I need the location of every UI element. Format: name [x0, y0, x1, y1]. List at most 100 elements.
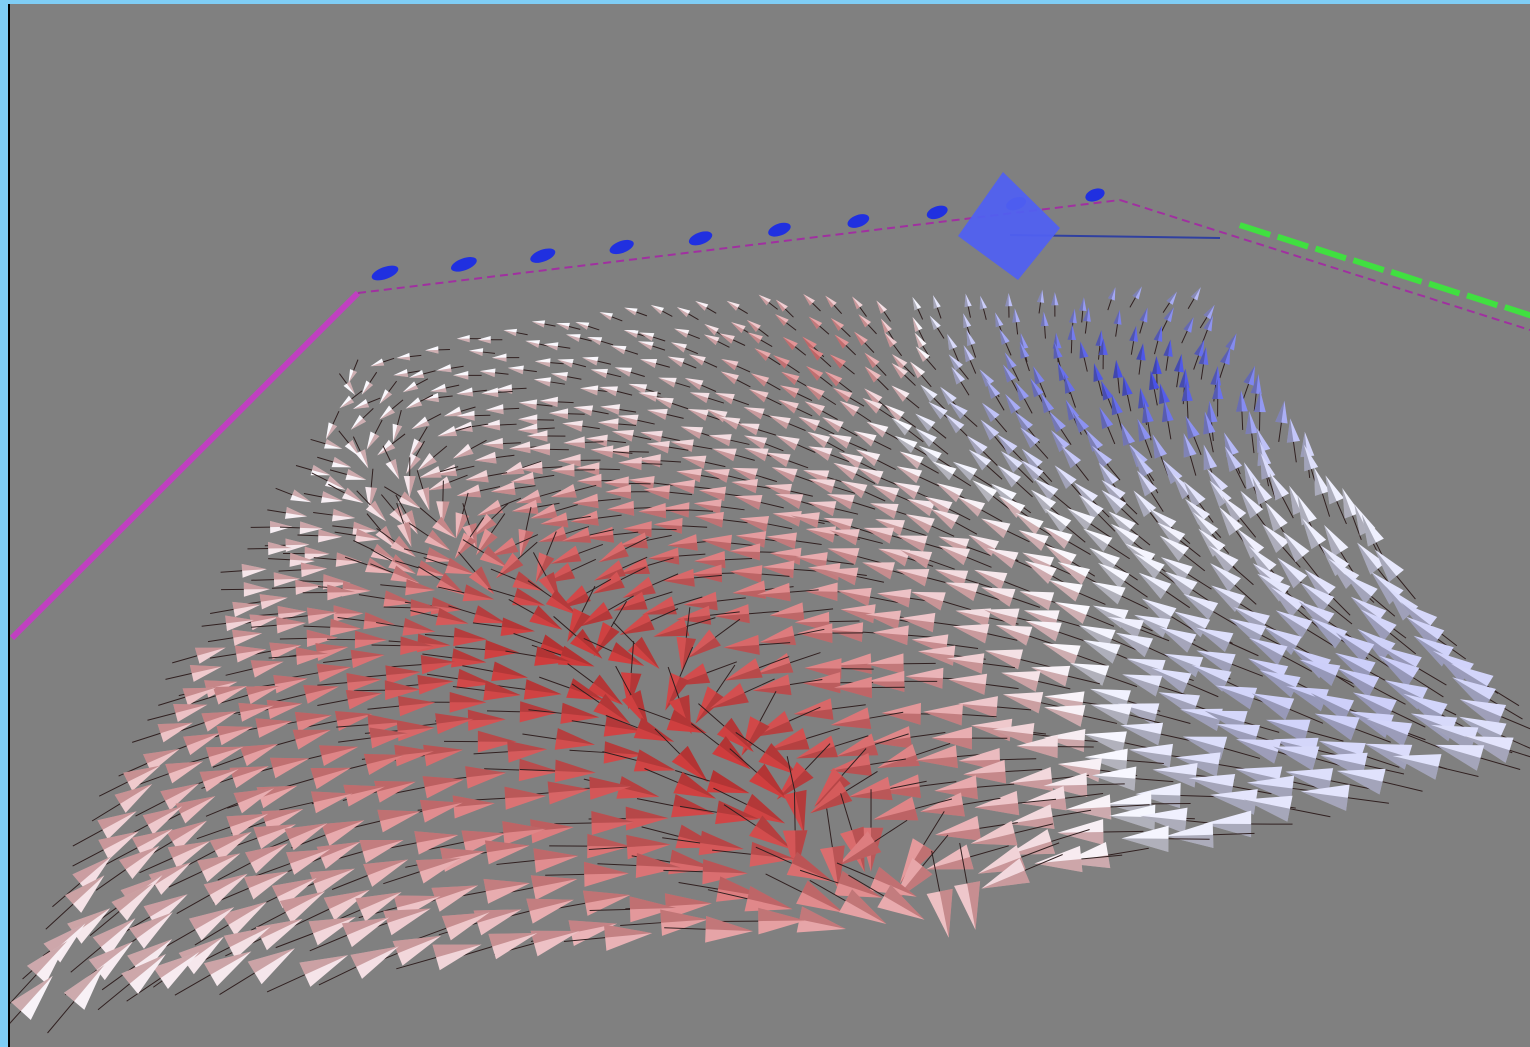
arrow-head — [1246, 775, 1295, 802]
arrow-head — [1161, 400, 1174, 423]
arrow-shaft — [1289, 708, 1324, 724]
arrow-head — [379, 389, 393, 404]
arrow-head — [525, 340, 541, 348]
arrow-head — [329, 618, 361, 636]
arrow-head-shade — [600, 406, 620, 415]
arrow-shaft — [618, 423, 637, 426]
arrow-head-shade — [1163, 339, 1171, 357]
arrow-head — [986, 379, 1001, 399]
arrow-head — [1245, 410, 1259, 435]
arrow-head — [866, 670, 905, 692]
arrow-head-shade — [948, 401, 964, 420]
arrow-head — [572, 493, 599, 509]
arrow-head — [1085, 429, 1104, 452]
arrow-head — [500, 617, 535, 637]
arrow-head-shade — [625, 806, 669, 819]
arrow-head — [273, 675, 308, 694]
arrow-head-shade — [306, 629, 338, 639]
arrow-head — [1090, 703, 1133, 726]
arrow-head — [1344, 573, 1378, 604]
arrow-head-shade — [1225, 333, 1237, 349]
arrow-head — [1198, 528, 1226, 557]
arrow-shaft — [1281, 496, 1294, 519]
arrow-shaft — [268, 558, 290, 561]
arrow-head — [1269, 472, 1290, 501]
arrow-head — [1113, 309, 1122, 325]
arrow-head — [705, 915, 753, 943]
arrow-head — [896, 535, 928, 552]
arrow-head — [440, 847, 486, 872]
arrow-head — [517, 414, 538, 426]
arrow-head-shade — [833, 687, 872, 699]
probe-cube[interactable] — [958, 172, 1060, 280]
arrow-head — [1092, 766, 1137, 791]
arrow-shaft — [455, 465, 475, 471]
arrow-head-shade — [910, 361, 922, 379]
arrow-head — [932, 461, 957, 481]
arrow-head-shade — [456, 338, 470, 343]
arrow-shaft — [735, 732, 766, 753]
arrow-head-shade — [1378, 655, 1414, 688]
3d-viewport[interactable] — [10, 4, 1530, 1047]
arrow-shaft — [1146, 474, 1159, 494]
arrow-head — [526, 898, 574, 924]
arrow-shaft — [508, 599, 535, 615]
arrow-head — [829, 354, 846, 369]
arrow-head-shade — [11, 975, 53, 1012]
arrow-head — [1253, 390, 1266, 413]
arrow-head — [1019, 341, 1030, 359]
arrow-head-shade — [968, 449, 987, 471]
arrow-head-shade — [1324, 525, 1341, 557]
arrow-shaft — [536, 403, 553, 407]
arrow-head — [318, 745, 359, 766]
arrow-shaft — [254, 863, 291, 877]
arrow-shaft — [126, 977, 161, 1002]
arrow-shaft — [832, 704, 866, 710]
arrow-head-shade — [456, 391, 474, 397]
arrow-shaft — [1193, 436, 1202, 456]
arrow-shaft — [528, 709, 562, 714]
arrow-head — [769, 602, 805, 622]
arrow-shaft — [45, 903, 74, 930]
arrow-shaft — [1186, 683, 1219, 698]
arrow-shaft — [856, 411, 872, 423]
arrow-head — [479, 546, 508, 568]
arrow-head-shade — [1180, 709, 1220, 732]
arrow-shaft — [472, 622, 502, 628]
arrow-head-shade — [346, 672, 382, 683]
arrow-head-shade — [166, 820, 207, 842]
arrow-head — [735, 531, 767, 548]
arrow-head — [194, 647, 226, 664]
arrow-head-shade — [430, 388, 447, 393]
arrow-head-shade — [310, 791, 353, 803]
arrow-shaft — [856, 575, 885, 583]
arrow-head-shade — [689, 392, 708, 404]
arrow-shaft — [1120, 497, 1138, 515]
arrow-head-shade — [1243, 365, 1255, 384]
arrow-head — [290, 489, 312, 503]
arrow-shaft — [1064, 793, 1104, 799]
arrow-shaft — [527, 580, 552, 598]
arrow-head — [484, 840, 530, 865]
arrow-shaft — [589, 529, 614, 536]
arrow-head-shade — [772, 513, 801, 527]
arrow-head — [974, 790, 1020, 816]
arrow-head — [436, 572, 466, 596]
arrow-head — [1002, 691, 1044, 714]
arrow-head-shade — [775, 314, 787, 326]
arrow-shaft — [890, 780, 927, 789]
arrow-shaft — [819, 356, 832, 368]
arrow-head-shade — [964, 293, 969, 308]
arrow-shaft — [1189, 455, 1197, 476]
arrow-head — [1005, 293, 1013, 307]
arrow-head-shade — [535, 646, 571, 662]
arrow-head-shade — [360, 449, 369, 469]
arrow-head-shade — [533, 605, 563, 630]
arrow-head — [477, 730, 517, 753]
arrow-head — [872, 485, 900, 503]
arrow-shaft — [423, 370, 436, 375]
arrow-head-shade — [562, 423, 583, 432]
arrow-head-shade — [1354, 504, 1368, 536]
arrow-head — [1236, 390, 1248, 412]
arrow-shaft — [793, 792, 796, 831]
